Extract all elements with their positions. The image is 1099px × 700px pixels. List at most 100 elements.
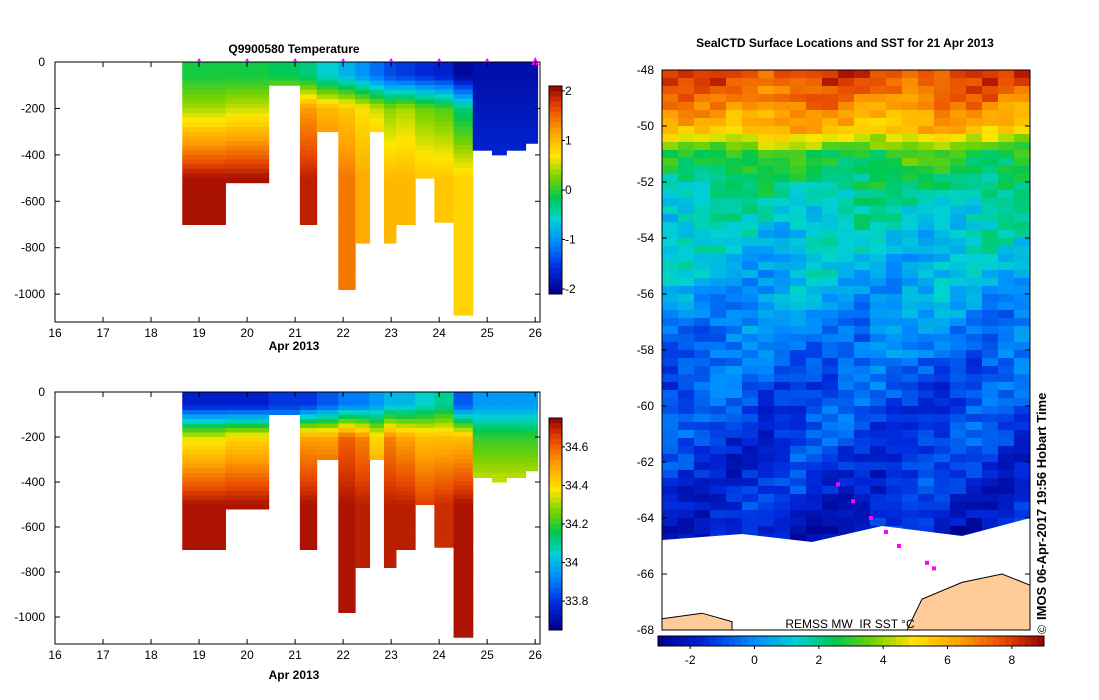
profile-cell bbox=[383, 446, 397, 451]
sst-cell bbox=[774, 238, 791, 247]
sst-cell bbox=[886, 222, 903, 231]
profile-cell bbox=[472, 103, 493, 109]
profile-cell bbox=[182, 468, 226, 474]
profile-cell bbox=[434, 440, 455, 446]
sst-cell bbox=[854, 270, 871, 279]
profile-column bbox=[506, 392, 527, 478]
sst-cell bbox=[806, 286, 823, 295]
profile-cell bbox=[338, 396, 356, 402]
sst-cell bbox=[774, 470, 791, 479]
sst-cell bbox=[982, 94, 999, 103]
sst-cell bbox=[1014, 366, 1030, 375]
profile-cell bbox=[415, 164, 435, 170]
profile-cell bbox=[434, 167, 455, 173]
sst-cell bbox=[758, 334, 775, 343]
sst-cell bbox=[790, 166, 807, 175]
sst-cell bbox=[806, 534, 823, 543]
sst-cell bbox=[966, 238, 983, 247]
sst-cell bbox=[790, 478, 807, 487]
sst-cell bbox=[678, 310, 695, 319]
sst-cell bbox=[886, 190, 903, 199]
profile-cell bbox=[182, 80, 226, 86]
profile-cell bbox=[225, 173, 270, 179]
profile-cell bbox=[383, 518, 397, 523]
profile-cell bbox=[383, 540, 397, 546]
profile-cell bbox=[355, 450, 371, 456]
profile-cell bbox=[338, 252, 356, 258]
profile-cell bbox=[453, 282, 474, 288]
profile-cell bbox=[225, 450, 270, 456]
colorbar-segment bbox=[966, 636, 974, 646]
sst-cell bbox=[678, 198, 695, 207]
sst-cell bbox=[726, 334, 743, 343]
profile-cell bbox=[338, 540, 356, 546]
sst-cell bbox=[966, 86, 983, 95]
profile-cell bbox=[525, 400, 539, 406]
profile-cell bbox=[299, 117, 318, 123]
sst-cell bbox=[950, 270, 967, 279]
sst-cell bbox=[790, 134, 807, 143]
profile-cell bbox=[491, 410, 507, 415]
profile-cell bbox=[453, 94, 474, 100]
sst-cell bbox=[710, 310, 727, 319]
colorbar-segment bbox=[549, 587, 562, 594]
profile-cell bbox=[316, 94, 339, 100]
profile-cell bbox=[383, 504, 397, 510]
profile-cell bbox=[338, 590, 356, 595]
sst-cell bbox=[774, 510, 791, 519]
profile-cell bbox=[453, 414, 474, 420]
sst-cell bbox=[966, 430, 983, 439]
sst-cell bbox=[806, 494, 823, 503]
sst-cell bbox=[726, 502, 743, 511]
profile-cell bbox=[453, 66, 474, 72]
profile-cell bbox=[525, 466, 539, 472]
profile-cell bbox=[434, 418, 455, 424]
sst-cell bbox=[694, 462, 711, 471]
colorbar-segment bbox=[549, 101, 562, 108]
profile-cell bbox=[434, 139, 455, 145]
profile-cell bbox=[453, 606, 474, 611]
profile-cell bbox=[268, 66, 301, 72]
profile-cell bbox=[506, 85, 527, 91]
sst-cell bbox=[726, 382, 743, 391]
sst-cell bbox=[902, 238, 919, 247]
sst-cell bbox=[966, 134, 983, 143]
profile-cell bbox=[182, 122, 226, 128]
profile-cell bbox=[434, 158, 455, 164]
sst-cell bbox=[742, 374, 759, 383]
profile-cell bbox=[338, 504, 356, 510]
profile-cell bbox=[316, 396, 339, 402]
profile-cell bbox=[369, 85, 385, 91]
profile-cell bbox=[453, 467, 474, 473]
sst-cell bbox=[742, 358, 759, 367]
sst-cell bbox=[1014, 262, 1030, 271]
sst-cell bbox=[870, 374, 887, 383]
profile-cell bbox=[383, 410, 397, 415]
profile-cell bbox=[506, 468, 527, 474]
lat-tick-label: -60 bbox=[637, 399, 655, 413]
sst-cell bbox=[806, 334, 823, 343]
profile-column bbox=[268, 62, 301, 86]
profile-cell bbox=[299, 414, 318, 420]
sst-cell bbox=[838, 438, 855, 447]
sst-cell bbox=[886, 302, 903, 311]
profile-cell bbox=[472, 450, 493, 456]
sst-cell bbox=[758, 190, 775, 199]
sst-cell bbox=[742, 478, 759, 487]
sst-cell bbox=[886, 158, 903, 167]
sst-cell bbox=[886, 166, 903, 175]
profile-cell bbox=[434, 520, 455, 526]
profile-cell bbox=[453, 209, 474, 215]
sst-cell bbox=[822, 406, 839, 415]
sst-cell bbox=[918, 70, 935, 79]
profile-cell bbox=[316, 423, 339, 429]
sst-cell bbox=[710, 286, 727, 295]
profile-cell bbox=[299, 491, 318, 496]
sst-cell bbox=[886, 326, 903, 335]
colorbar-segment bbox=[728, 636, 736, 646]
sst-cell bbox=[710, 462, 727, 471]
profile-cell bbox=[395, 154, 416, 160]
lat-tick-label: -64 bbox=[637, 511, 655, 525]
sst-cell bbox=[742, 414, 759, 423]
